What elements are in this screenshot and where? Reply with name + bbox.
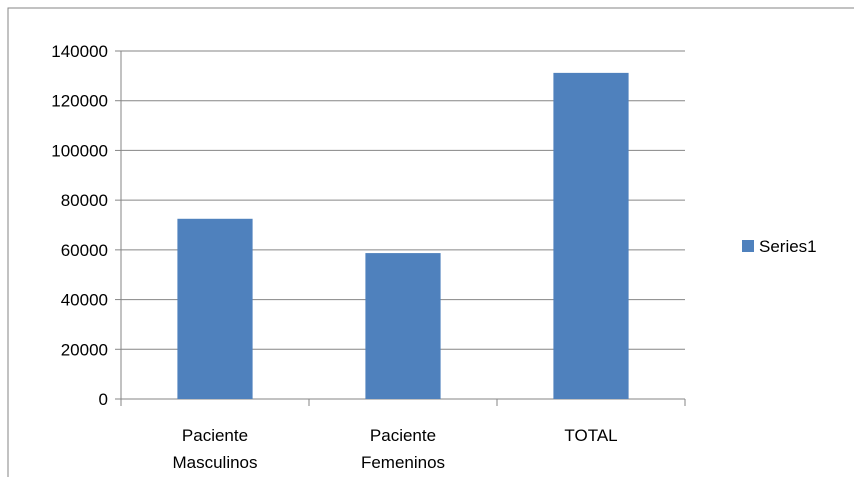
legend-swatch <box>742 240 754 252</box>
bar <box>177 218 253 399</box>
y-tick-label: 80000 <box>61 191 108 210</box>
x-tick-label: Femeninos <box>361 453 445 472</box>
y-tick-label: 60000 <box>61 241 108 260</box>
legend: Series1 <box>742 237 817 256</box>
x-tick-labels: Paciente Masculinos Paciente Femeninos TOTAL <box>172 426 617 472</box>
x-tick-label: TOTAL <box>564 426 617 445</box>
x-tick-label: Masculinos <box>172 453 257 472</box>
x-tick-label: Paciente <box>182 426 248 445</box>
bars <box>177 72 629 400</box>
y-tick-label: 140000 <box>51 42 108 61</box>
legend-label: Series1 <box>759 237 817 256</box>
y-tick-label: 40000 <box>61 291 108 310</box>
y-tick-label: 20000 <box>61 340 108 359</box>
x-tick-label: Paciente <box>370 426 436 445</box>
y-tick-label: 120000 <box>51 92 108 111</box>
bar <box>365 253 441 399</box>
y-tick-label: 100000 <box>51 141 108 160</box>
y-tick-labels: 0 20000 40000 60000 80000 100000 120000 140000 <box>51 42 108 409</box>
chart-border <box>7 7 854 477</box>
y-tick-label: 0 <box>99 390 108 409</box>
bar <box>553 72 629 400</box>
